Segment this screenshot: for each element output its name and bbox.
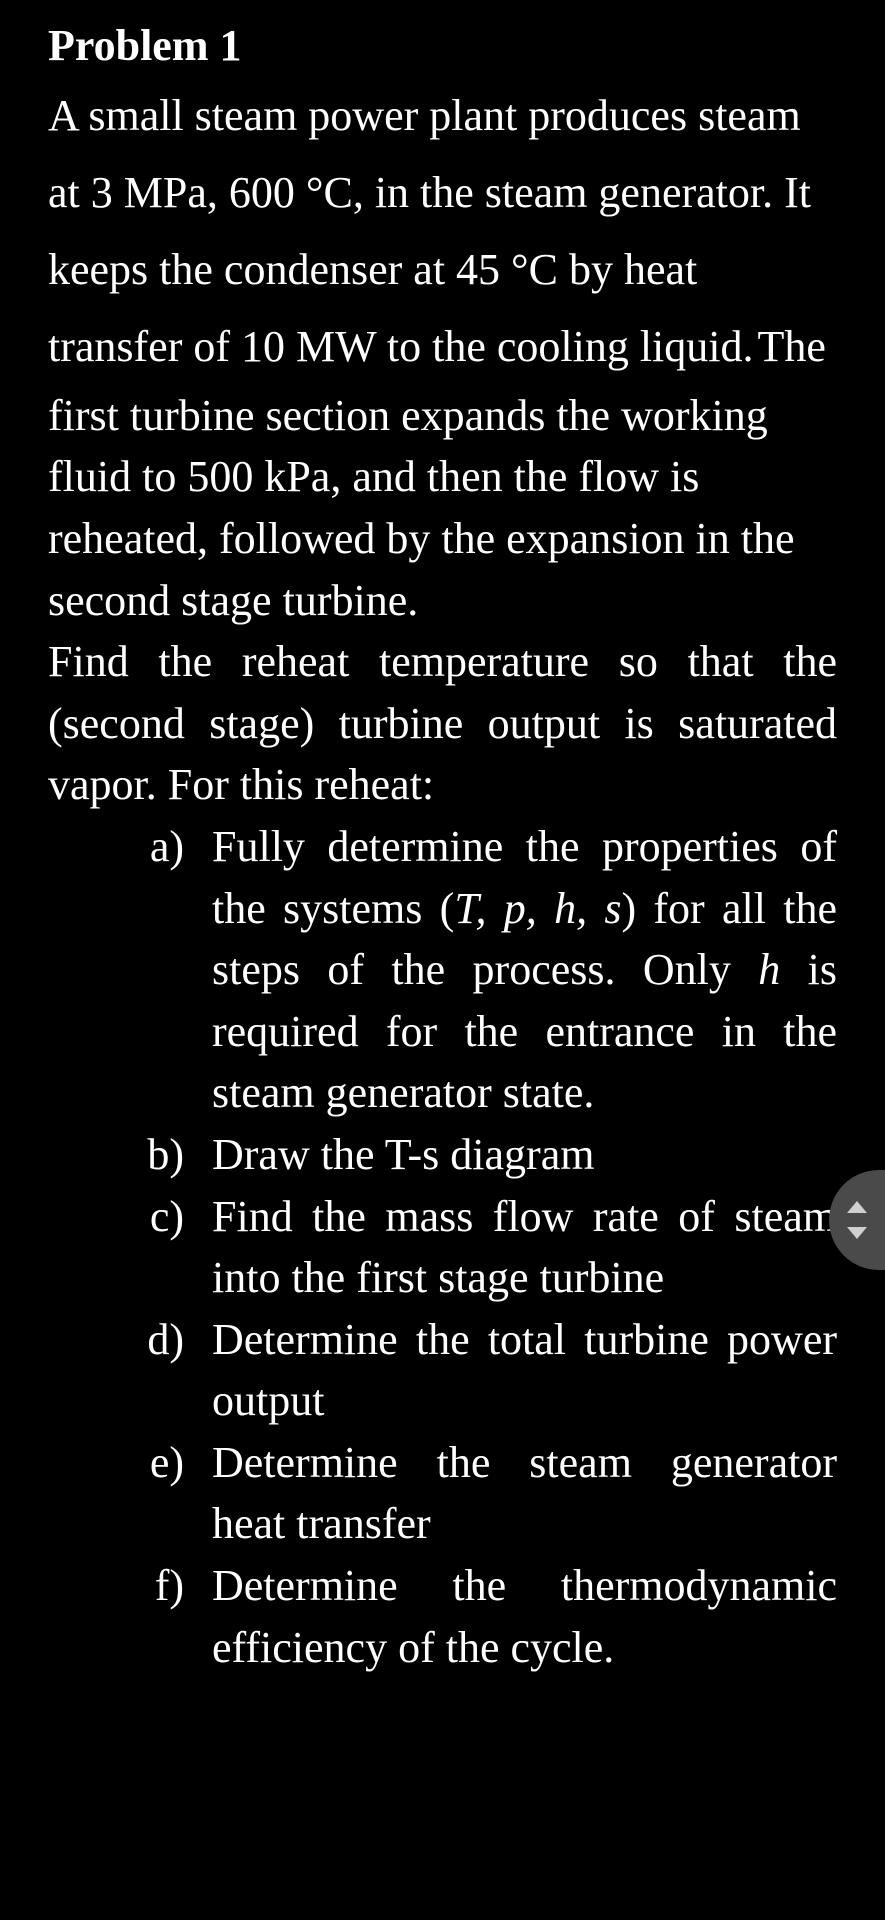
list-label: a) [108, 816, 212, 1124]
list-label: f) [108, 1555, 212, 1678]
list-content: Find the mass flow rate of steam into th… [212, 1186, 837, 1309]
chevron-up-icon[interactable] [847, 1201, 867, 1213]
list-label: c) [108, 1186, 212, 1309]
list-item: b) Draw the T-s diagram [108, 1124, 837, 1186]
list-content: Determine the thermodynamic efficiency o… [212, 1555, 837, 1678]
list-item: e) Determine the steam generator heat tr… [108, 1432, 837, 1555]
list-item: d) Determine the total turbine power out… [108, 1309, 837, 1432]
list-item: c) Find the mass flow rate of steam into… [108, 1186, 837, 1309]
problem-paragraph-1: A small steam power plant produces steam… [48, 91, 811, 371]
list-content: Draw the T-s diagram [212, 1124, 837, 1186]
page-container: Problem 1 A small steam power plant prod… [0, 0, 885, 1698]
list-content: Determine the total turbine power output [212, 1309, 837, 1432]
chevron-down-icon[interactable] [847, 1227, 867, 1239]
list-item: f) Determine the thermodynamic efficienc… [108, 1555, 837, 1678]
list-label: e) [108, 1432, 212, 1555]
problem-title: Problem 1 [48, 20, 837, 73]
question-list: a) Fully determine the properties of the… [48, 816, 837, 1678]
list-label: d) [108, 1309, 212, 1432]
list-content: Determine the steam generator heat trans… [212, 1432, 837, 1555]
list-item: a) Fully determine the properties of the… [108, 816, 837, 1124]
list-label: b) [108, 1124, 212, 1186]
list-content: Fully determine the properties of the sy… [212, 816, 837, 1124]
problem-paragraph-3: Find the reheat temperature so that the … [48, 631, 837, 816]
